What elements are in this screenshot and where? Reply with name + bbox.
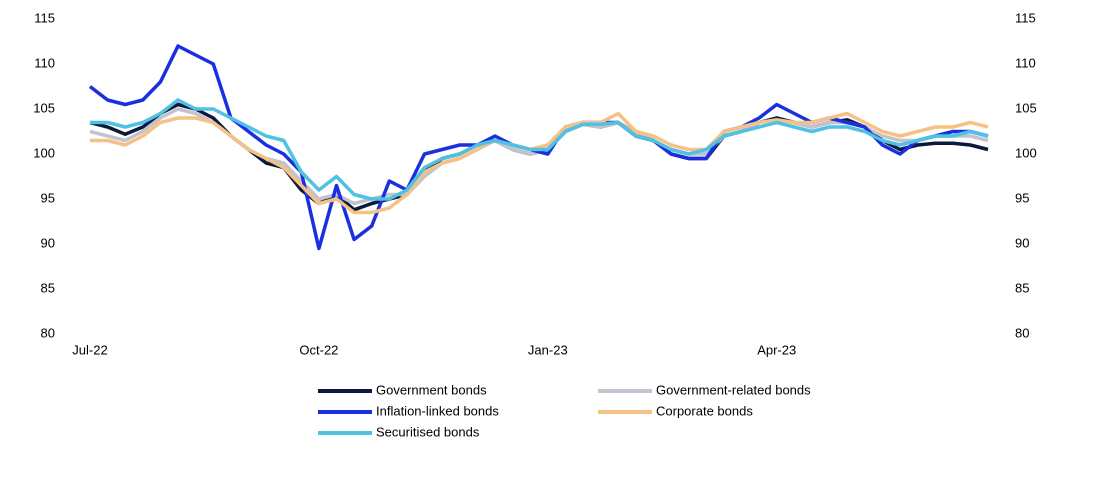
y-tick-label: 80 <box>41 325 55 340</box>
y-tick-label: 115 <box>34 10 55 25</box>
y2-tick-label: 110 <box>1015 55 1036 70</box>
y-tick-label: 85 <box>41 280 55 295</box>
y2-tick-label: 80 <box>1015 325 1029 340</box>
series-line <box>90 111 989 215</box>
y2-tick-label: 115 <box>1015 10 1036 25</box>
series-line <box>88 44 989 251</box>
legend-label: Inflation-linked bonds <box>376 403 499 418</box>
x-tick-label: Apr-23 <box>757 342 796 357</box>
legend-label: Securitised bonds <box>376 424 480 439</box>
series-line <box>89 102 989 212</box>
y-tick-label: 110 <box>34 55 55 70</box>
legend-label: Government-related bonds <box>656 382 811 397</box>
y2-tick-label: 85 <box>1015 280 1029 295</box>
y2-tick-label: 90 <box>1015 235 1029 250</box>
y-tick-label: 90 <box>41 235 55 250</box>
y-tick-label: 105 <box>33 100 55 115</box>
y-tick-label: 100 <box>33 145 55 160</box>
series-line <box>90 98 989 201</box>
y2-tick-label: 95 <box>1015 190 1029 205</box>
y2-tick-label: 100 <box>1015 145 1037 160</box>
y2-tick-label: 105 <box>1015 100 1037 115</box>
x-tick-label: Jul-22 <box>72 342 107 357</box>
legend-label: Government bonds <box>376 382 487 397</box>
y-tick-label: 95 <box>41 190 55 205</box>
x-tick-label: Jan-23 <box>528 342 568 357</box>
legend-label: Corporate bonds <box>656 403 753 418</box>
x-tick-label: Oct-22 <box>299 342 338 357</box>
